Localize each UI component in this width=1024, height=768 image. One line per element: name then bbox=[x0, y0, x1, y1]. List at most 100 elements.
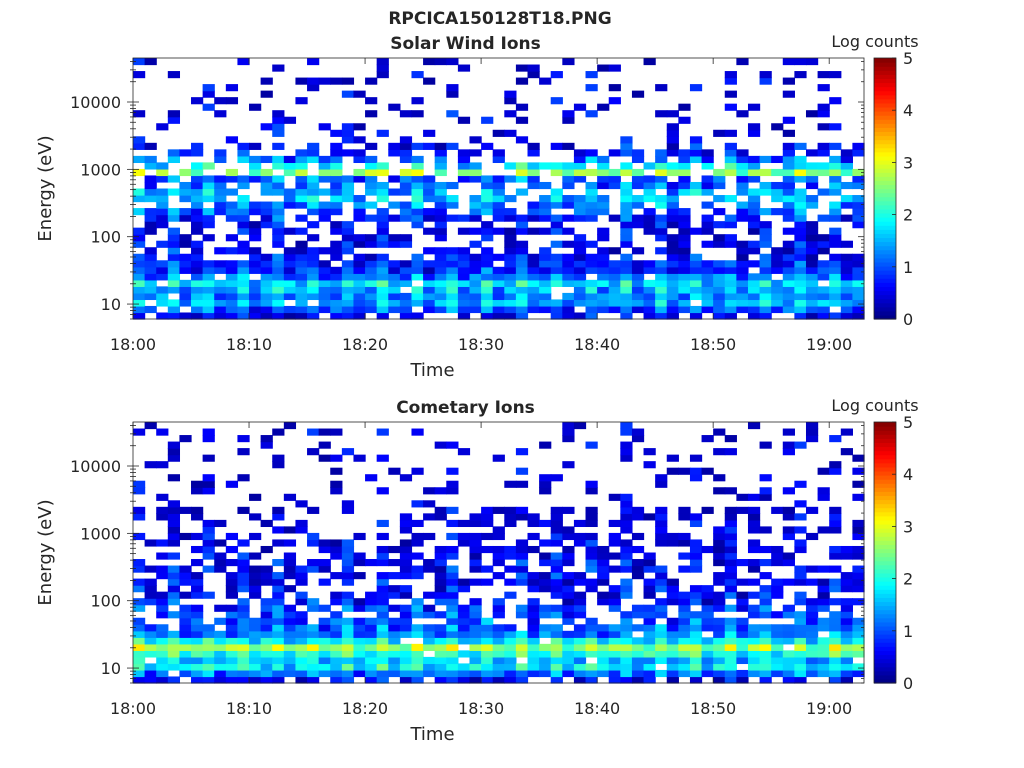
heatmap-cell bbox=[307, 253, 320, 261]
heatmap-cell bbox=[747, 637, 761, 645]
heatmap-cell bbox=[260, 188, 273, 196]
heatmap-cell bbox=[260, 663, 273, 671]
heatmap-cell bbox=[399, 240, 413, 248]
heatmap-cell bbox=[133, 643, 146, 651]
heatmap-cell bbox=[655, 84, 668, 92]
heatmap-cell bbox=[747, 513, 761, 521]
heatmap-cell bbox=[515, 650, 529, 658]
heatmap-cell bbox=[492, 604, 505, 612]
heatmap-cell bbox=[829, 585, 842, 593]
heatmap-cell bbox=[376, 656, 389, 665]
heatmap-cell bbox=[191, 480, 204, 488]
colorbar-segment bbox=[874, 143, 896, 149]
heatmap-cell bbox=[457, 585, 471, 593]
heatmap-cell bbox=[713, 487, 726, 495]
heatmap-cell bbox=[167, 155, 181, 164]
heatmap-cell bbox=[214, 247, 227, 255]
heatmap-cell bbox=[260, 260, 273, 268]
heatmap-cell bbox=[330, 650, 343, 658]
heatmap-cell bbox=[353, 305, 366, 314]
heatmap-cell bbox=[318, 539, 331, 547]
heatmap-cell bbox=[840, 585, 853, 593]
heatmap-cell bbox=[713, 175, 726, 183]
heatmap-cell bbox=[817, 591, 830, 599]
heatmap-cell bbox=[214, 110, 227, 118]
heatmap-cell bbox=[527, 175, 540, 183]
heatmap-cell bbox=[202, 591, 215, 599]
heatmap-cell bbox=[283, 565, 297, 573]
heatmap-cell bbox=[202, 208, 215, 216]
heatmap-cell bbox=[782, 611, 795, 619]
heatmap-cell bbox=[469, 175, 482, 183]
heatmap-cell bbox=[214, 604, 227, 612]
heatmap-cell bbox=[782, 428, 795, 436]
heatmap-cell bbox=[527, 64, 540, 72]
colorbar-segment bbox=[874, 666, 896, 672]
heatmap-cell bbox=[481, 266, 494, 274]
heatmap-cell bbox=[631, 90, 645, 98]
colorbar-segment bbox=[874, 495, 896, 501]
heatmap-cell bbox=[782, 155, 795, 164]
heatmap-cell bbox=[515, 539, 529, 547]
heatmap-cell bbox=[365, 181, 378, 190]
heatmap-cell bbox=[782, 669, 795, 678]
heatmap-cell bbox=[573, 253, 587, 261]
heatmap-cell bbox=[840, 240, 853, 248]
heatmap-cell bbox=[411, 221, 424, 229]
heatmap-cell bbox=[585, 630, 598, 638]
heatmap-cell bbox=[747, 221, 761, 229]
heatmap-cell bbox=[782, 129, 795, 137]
colorbar-tick-label: 0 bbox=[903, 310, 913, 329]
heatmap-cell bbox=[655, 656, 668, 665]
colorbar-segment bbox=[874, 233, 896, 239]
heatmap-cell bbox=[655, 643, 668, 651]
heatmap-cell bbox=[318, 656, 331, 665]
heatmap-cell bbox=[852, 643, 865, 651]
heatmap-cell bbox=[794, 676, 807, 684]
heatmap-cell bbox=[191, 572, 204, 580]
heatmap-cell bbox=[724, 669, 737, 678]
heatmap-cell bbox=[202, 637, 215, 645]
heatmap-cell bbox=[794, 175, 807, 183]
heatmap-cell bbox=[423, 286, 436, 294]
heatmap-cell bbox=[620, 299, 633, 307]
heatmap-cell bbox=[805, 234, 819, 242]
heatmap-cell bbox=[446, 292, 459, 301]
heatmap-cell bbox=[341, 175, 355, 183]
heatmap-cell bbox=[620, 669, 633, 678]
heatmap-cell bbox=[179, 578, 192, 586]
heatmap-cell bbox=[272, 650, 285, 658]
heatmap-cell bbox=[597, 260, 610, 268]
colorbar-segment bbox=[874, 515, 896, 521]
heatmap-cell bbox=[713, 539, 726, 547]
heatmap-cell bbox=[515, 506, 529, 514]
heatmap-cell bbox=[446, 247, 459, 255]
plot-frame bbox=[132, 57, 865, 320]
heatmap-cell bbox=[539, 474, 552, 482]
heatmap-cell bbox=[272, 201, 285, 209]
heatmap-cell bbox=[318, 441, 331, 449]
heatmap-cell bbox=[539, 266, 552, 274]
heatmap-cell bbox=[643, 260, 656, 268]
heatmap-cell bbox=[840, 253, 853, 261]
heatmap-cell bbox=[330, 286, 343, 294]
heatmap-cell bbox=[318, 454, 331, 462]
heatmap-cell bbox=[272, 617, 285, 625]
heatmap-cell bbox=[655, 195, 668, 203]
heatmap-cell bbox=[341, 221, 355, 229]
heatmap-cell bbox=[631, 545, 645, 554]
heatmap-cell bbox=[365, 266, 378, 274]
heatmap-cell bbox=[457, 448, 471, 456]
heatmap-cell bbox=[539, 572, 552, 580]
heatmap-cell bbox=[597, 559, 610, 567]
heatmap-cell bbox=[852, 208, 865, 216]
heatmap-cell bbox=[249, 299, 262, 307]
heatmap-cell bbox=[307, 149, 320, 157]
heatmap-cell bbox=[620, 526, 633, 534]
heatmap-cell bbox=[179, 168, 192, 177]
heatmap-cell bbox=[631, 676, 645, 684]
heatmap-cell bbox=[411, 643, 424, 651]
heatmap-cell bbox=[365, 617, 378, 625]
heatmap-cell bbox=[307, 663, 320, 671]
colorbar-segment bbox=[874, 422, 896, 427]
